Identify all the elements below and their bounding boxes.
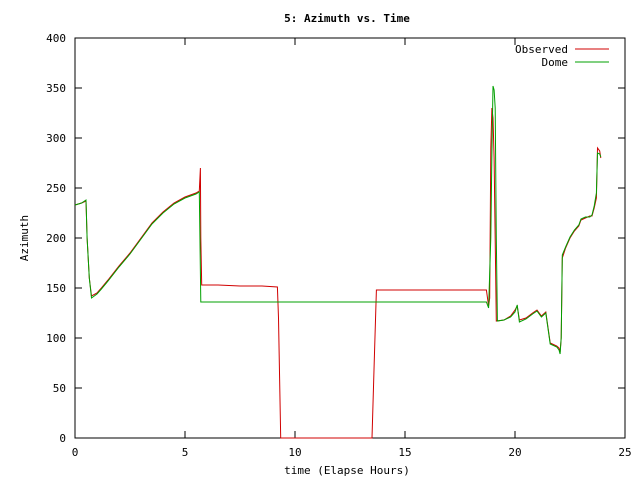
x-tick-label: 20 [508, 446, 521, 459]
x-tick-label: 0 [72, 446, 79, 459]
series-line-dome [74, 85, 602, 355]
y-tick-label: 250 [46, 182, 66, 195]
plot-frame [74, 37, 626, 439]
series-layer [74, 85, 602, 439]
y-tick-label: 50 [53, 382, 66, 395]
x-tick-label: 25 [618, 446, 631, 459]
legend-label-observed: Observed [515, 43, 568, 56]
x-tick-label: 10 [288, 446, 301, 459]
y-tick-label: 350 [46, 82, 66, 95]
x-tick-label: 5 [182, 446, 189, 459]
x-axis-label: time (Elapse Hours) [284, 464, 410, 477]
y-tick-label: 150 [46, 282, 66, 295]
y-tick-label: 300 [46, 132, 66, 145]
series-line-observed [74, 107, 602, 439]
y-axis-label: Azimuth [18, 215, 31, 261]
y-tick-label: 400 [46, 32, 66, 45]
x-tick-label: 15 [398, 446, 411, 459]
y-tick-label: 0 [59, 432, 66, 445]
y-tick-label: 200 [46, 232, 66, 245]
legend-label-dome: Dome [542, 56, 569, 69]
y-axis: 0 50 100 150 200 250 300 350 400 [46, 32, 625, 445]
x-axis: 0 5 10 15 20 25 [72, 38, 632, 459]
chart-title: 5: Azimuth vs. Time [284, 12, 410, 25]
y-tick-label: 100 [46, 332, 66, 345]
